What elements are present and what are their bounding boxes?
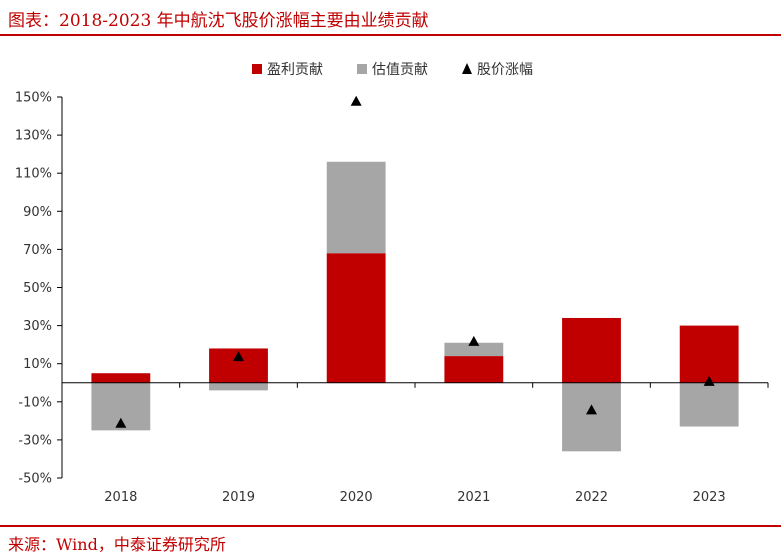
legend-swatch-triangle bbox=[462, 63, 472, 74]
y-tick-label: 30% bbox=[23, 319, 52, 334]
x-tick-label: 2020 bbox=[340, 490, 373, 505]
y-tick-label: 90% bbox=[23, 205, 52, 220]
y-axis: 150% 130% 110% 90% 70% 50% 30% 10% -10% -30% -50% bbox=[15, 91, 63, 487]
marker-price-2019 bbox=[233, 351, 244, 362]
y-tick-label: 150% bbox=[15, 91, 52, 106]
y-tick-label: 50% bbox=[23, 281, 52, 296]
legend-label: 估值贡献 bbox=[372, 62, 428, 78]
bar-valuation-2021 bbox=[444, 342, 504, 357]
legend-label: 股价涨幅 bbox=[477, 62, 533, 78]
x-tick-label: 2022 bbox=[575, 490, 608, 505]
marker-price-2022 bbox=[586, 404, 597, 415]
marker-price-2018 bbox=[115, 417, 127, 428]
x-tick-label: 2018 bbox=[104, 490, 137, 505]
source-divider bbox=[0, 525, 781, 527]
bar-valuation-2019 bbox=[209, 382, 268, 391]
bar-earnings-2022 bbox=[562, 317, 621, 383]
bar-earnings-2020 bbox=[326, 253, 386, 383]
source-note: 来源：Wind，中泰证券研究所 bbox=[8, 535, 226, 554]
chart-title: 图表：2018-2023 年中航沈飞股价涨幅主要由业绩贡献 bbox=[8, 11, 429, 31]
legend: 盈利贡献 估值贡献 股价涨幅 bbox=[252, 62, 533, 78]
marker-price-2021 bbox=[468, 335, 480, 346]
x-axis: 2018 2019 2020 2021 2022 2023 bbox=[104, 490, 725, 505]
legend-label: 盈利贡献 bbox=[267, 62, 323, 78]
price-markers bbox=[115, 95, 715, 428]
y-tick-label: -30% bbox=[18, 433, 52, 448]
legend-item-0: 盈利贡献 bbox=[252, 62, 323, 78]
legend-swatch bbox=[357, 64, 367, 74]
bar-valuation-2023 bbox=[679, 382, 739, 427]
stacked-bar-chart: 盈利贡献 估值贡献 股价涨幅 150% 130% 110% 90% 70% 50% 30% 10%… bbox=[15, 62, 769, 505]
bar-valuation-2022 bbox=[562, 382, 621, 452]
x-tick-label: 2021 bbox=[457, 490, 490, 505]
bars bbox=[91, 161, 739, 452]
x-tick-label: 2019 bbox=[222, 490, 255, 505]
bar-valuation-2020 bbox=[326, 161, 386, 254]
bar-earnings-2023 bbox=[679, 325, 739, 383]
marker-price-2023 bbox=[703, 375, 715, 386]
bar-earnings-2018 bbox=[91, 373, 151, 383]
marker-price-2020 bbox=[350, 95, 362, 106]
legend-item-1: 估值贡献 bbox=[357, 62, 428, 78]
y-tick-label: 10% bbox=[23, 357, 52, 372]
zero-axis bbox=[61, 382, 769, 388]
x-tick-label: 2023 bbox=[693, 490, 726, 505]
y-tick-label: 110% bbox=[15, 167, 52, 182]
y-tick-label: -10% bbox=[18, 395, 52, 410]
title-divider bbox=[0, 34, 781, 36]
y-tick-label: -50% bbox=[18, 472, 52, 487]
legend-item-2: 股价涨幅 bbox=[462, 62, 533, 78]
y-tick-label: 70% bbox=[23, 243, 52, 258]
y-tick-label: 130% bbox=[15, 129, 52, 144]
legend-swatch bbox=[252, 64, 262, 74]
bar-earnings-2021 bbox=[444, 356, 504, 383]
